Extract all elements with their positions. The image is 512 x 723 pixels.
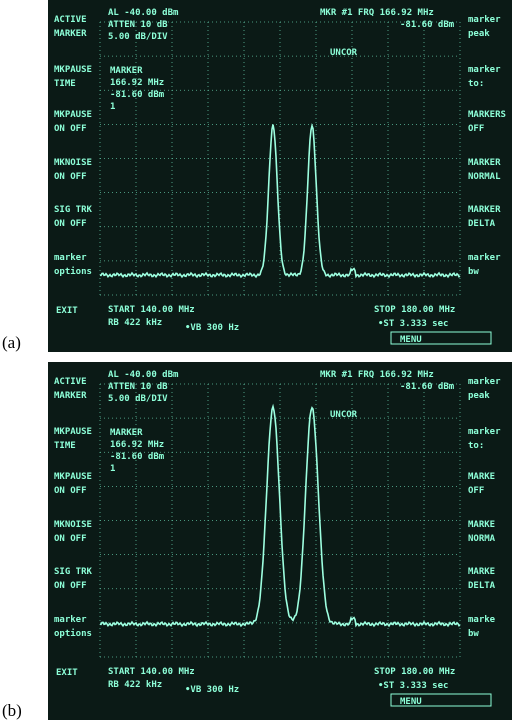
softkey-label: DELTA <box>468 581 496 591</box>
menu-key: MENU <box>400 697 422 707</box>
softkey-label: MKPAUSE <box>54 472 92 482</box>
stop-frequency: STOP 180.00 MHz <box>374 305 455 315</box>
softkey-label: MARKE <box>468 567 495 577</box>
status: UNCOR <box>330 48 358 58</box>
softkey-label: MKPAUSE <box>54 65 92 75</box>
softkey-label: MARKER <box>54 391 87 401</box>
panel-label: (a) <box>2 333 21 352</box>
softkey-label: NORMAL <box>468 172 501 182</box>
marker-box-line: 166.92 MHz <box>110 78 164 88</box>
softkey-label: MARKER <box>54 29 87 39</box>
softkey-label: marker <box>468 253 501 263</box>
softkey-label: ON OFF <box>54 219 87 229</box>
marker-readout: MKR #1 FRQ 166.92 MHz <box>320 8 434 18</box>
softkey-label: marker <box>468 377 501 387</box>
setting: ATTEN 10 dB <box>108 20 168 30</box>
analyzer-screen: AL -40.00 dBm ATTEN 10 dB 5.00 dB/DIV MKR #… <box>48 0 512 352</box>
softkey-label: MARKER <box>468 205 501 215</box>
softkey-label: OFF <box>468 124 484 134</box>
softkey-label: options <box>54 266 92 277</box>
setting: 5.00 dB/DIV <box>108 394 168 404</box>
signal-trace <box>99 122 461 279</box>
marker-box-line: 1 <box>110 102 115 112</box>
softkey-label: peak <box>468 391 490 401</box>
setting: AL -40.00 dBm <box>108 8 179 18</box>
marker-readout: -81.60 dBm <box>400 20 455 30</box>
stop-frequency: STOP 180.00 MHz <box>374 667 455 677</box>
marker-box-line: 1 <box>110 464 115 474</box>
resolution-bandwidth: RB 422 kHz <box>108 680 162 690</box>
status: UNCOR <box>330 410 358 420</box>
setting: 5.00 dB/DIV <box>108 32 168 42</box>
menu-key: MENU <box>400 335 422 345</box>
resolution-bandwidth: RB 422 kHz <box>108 318 162 328</box>
panel-label: (b) <box>2 701 22 720</box>
softkey-label: to: <box>468 79 484 89</box>
softkey-label: marker <box>54 615 87 625</box>
softkey-label: options <box>54 628 92 639</box>
analyzer-screen: AL -40.00 dBm ATTEN 10 dB 5.00 dB/DIV MKR #… <box>48 362 512 720</box>
softkey-label: ON OFF <box>54 534 87 544</box>
softkey-label: MKPAUSE <box>54 427 92 437</box>
sweep-time: •ST 3.333 sec <box>378 681 448 691</box>
softkey-label: OFF <box>468 486 484 496</box>
setting: AL -40.00 dBm <box>108 370 179 380</box>
softkey-label: MARKER <box>468 158 501 168</box>
softkey-label: ON OFF <box>54 124 87 134</box>
softkey-label: TIME <box>54 79 76 89</box>
softkey-label: NORMA <box>468 534 496 544</box>
softkey-label: ACTIVE <box>54 377 87 387</box>
video-bandwidth: •VB 300 Hz <box>185 323 239 333</box>
softkey-label: MARKE <box>468 472 495 482</box>
marker-box-line: 166.92 MHz <box>110 440 164 450</box>
softkey-label: marker <box>54 253 87 263</box>
softkey-label: to: <box>468 441 484 451</box>
softkey-label: SIG TRK <box>54 205 93 215</box>
marker-box-line: -81.60 dBm <box>110 90 165 100</box>
softkey-label: EXIT <box>56 668 78 678</box>
softkey-label: EXIT <box>56 306 78 316</box>
menu-box <box>390 331 492 345</box>
start-frequency: START 140.00 MHz <box>108 305 195 315</box>
softkey-label: MARKE <box>468 520 495 530</box>
softkey-label: ACTIVE <box>54 15 87 25</box>
softkey-label: MARKERS <box>468 110 506 120</box>
softkey-label: DELTA <box>468 219 496 229</box>
video-bandwidth: •VB 300 Hz <box>185 685 239 695</box>
softkey-label: MKNOISE <box>54 158 92 168</box>
setting: ATTEN 10 dB <box>108 382 168 392</box>
marker-box-line: -81.60 dBm <box>110 452 165 462</box>
screen-background <box>48 0 512 352</box>
softkey-label: TIME <box>54 441 76 451</box>
signal-trace <box>99 403 461 628</box>
start-frequency: START 140.00 MHz <box>108 667 195 677</box>
softkey-label: SIG TRK <box>54 567 93 577</box>
menu-box <box>390 693 492 707</box>
softkey-label: bw <box>468 267 479 277</box>
softkey-label: marker <box>468 15 501 25</box>
softkey-label: MKPAUSE <box>54 110 92 120</box>
marker-box-line: MARKER <box>110 66 143 76</box>
softkey-label: marker <box>468 427 501 437</box>
softkey-label: MKNOISE <box>54 520 92 530</box>
marker-readout: -81.60 dBm <box>400 382 455 392</box>
softkey-label: ON OFF <box>54 581 87 591</box>
softkey-label: marker <box>468 65 501 75</box>
softkey-label: ON OFF <box>54 486 87 496</box>
softkey-label: marke <box>468 615 496 625</box>
sweep-time: •ST 3.333 sec <box>378 319 448 329</box>
softkey-label: bw <box>468 629 479 639</box>
softkey-label: peak <box>468 29 490 39</box>
marker-box-line: MARKER <box>110 428 143 438</box>
marker-readout: MKR #1 FRQ 166.92 MHz <box>320 370 434 380</box>
softkey-label: ON OFF <box>54 172 87 182</box>
